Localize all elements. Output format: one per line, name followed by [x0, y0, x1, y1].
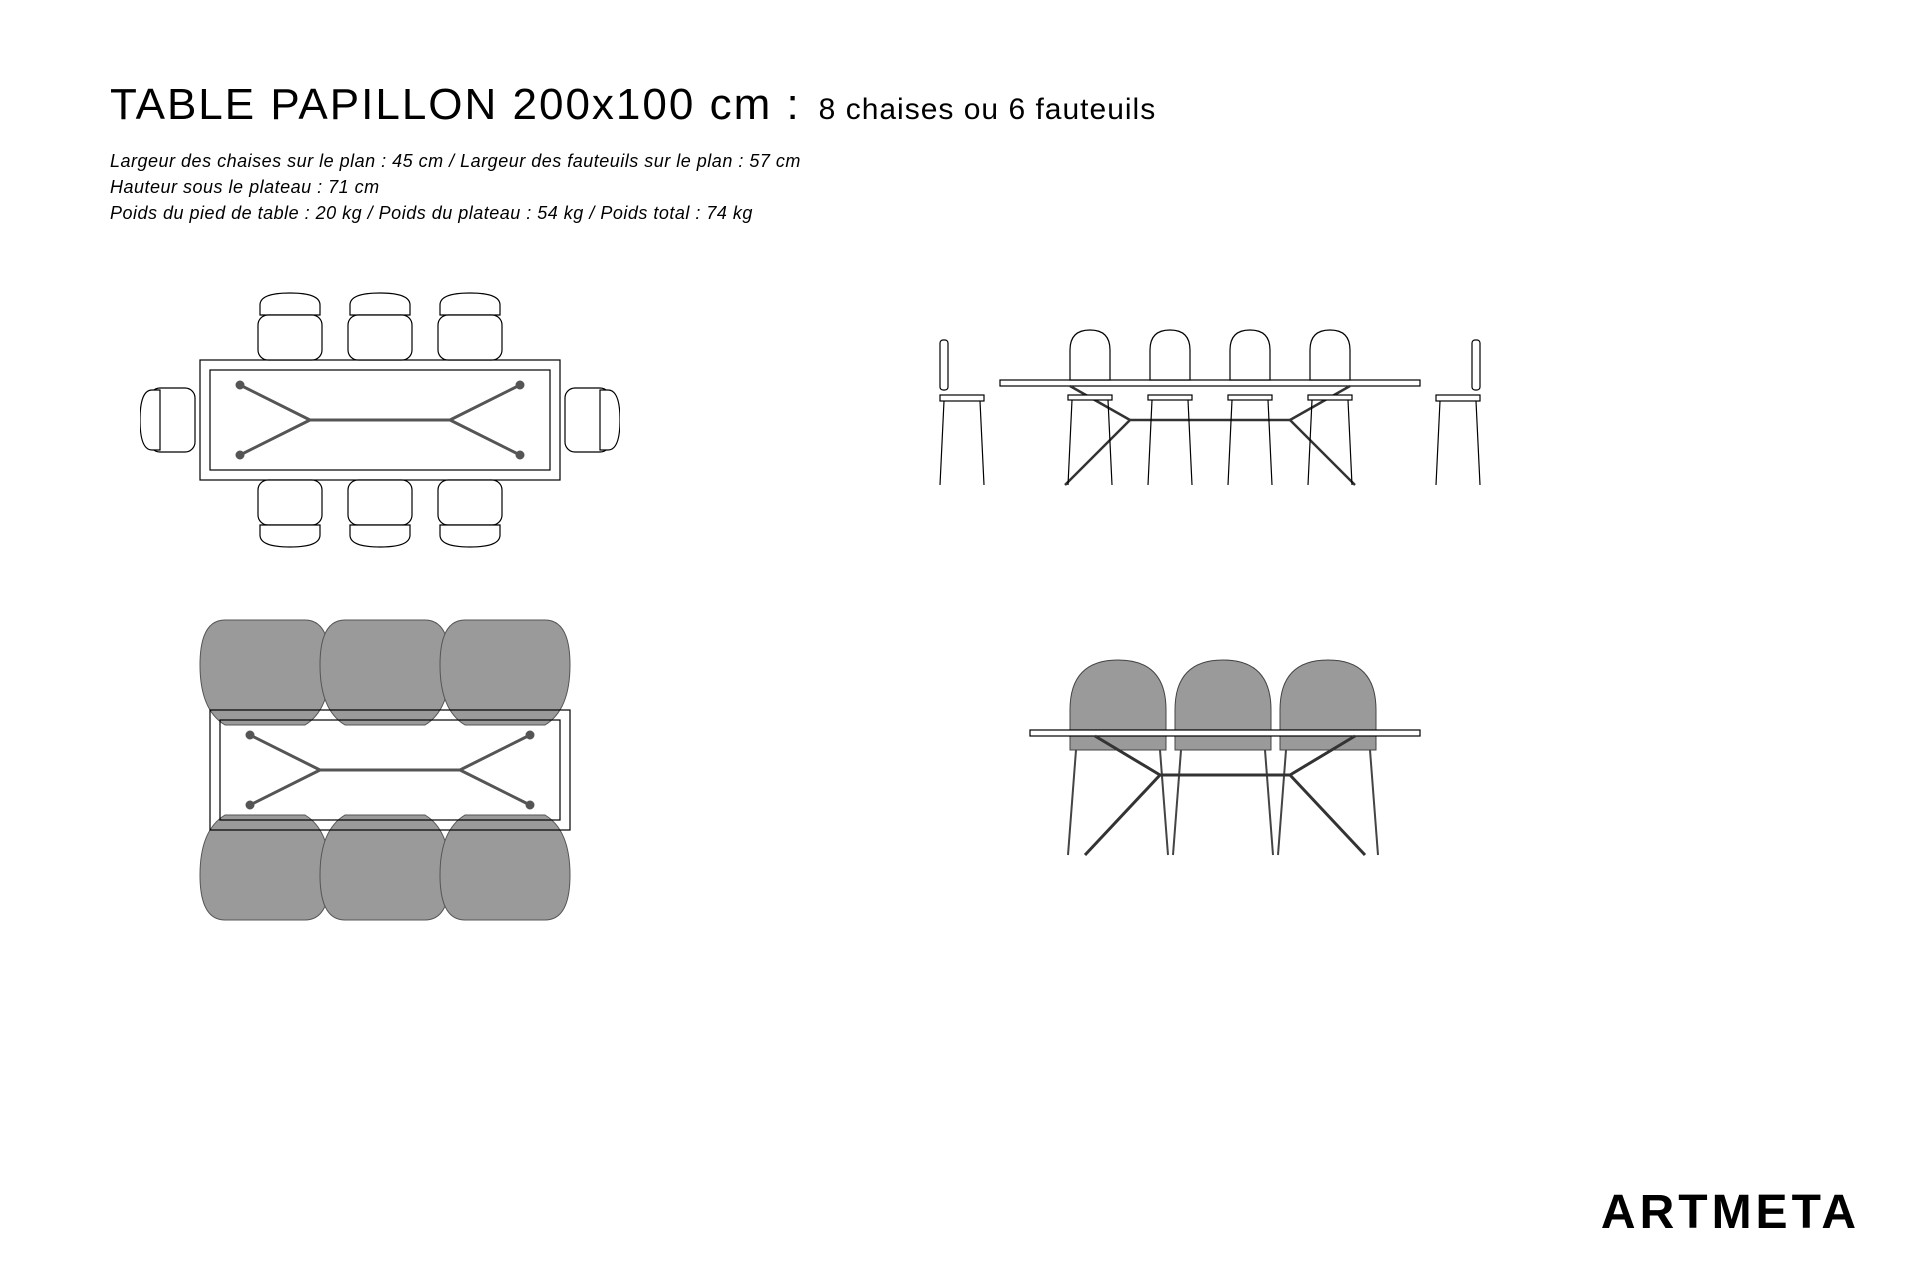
diagrams-area: [0, 250, 1920, 1130]
brand-logo: ARTMETA: [1601, 1185, 1860, 1240]
panel-plan-chairs: [140, 270, 620, 570]
spec-line-2: Hauteur sous le plateau : 71 cm: [110, 174, 1156, 200]
title-row: TABLE PAPILLON 200x100 cm : 8 chaises ou…: [110, 80, 1156, 130]
panel-plan-armchairs: [180, 600, 600, 940]
title-sub: 8 chaises ou 6 fauteuils: [819, 93, 1157, 127]
spec-line-1: Largeur des chaises sur le plan : 45 cm …: [110, 148, 1156, 174]
spec-line-3: Poids du pied de table : 20 kg / Poids d…: [110, 200, 1156, 226]
panel-elevation-armchairs: [1000, 650, 1440, 870]
header: TABLE PAPILLON 200x100 cm : 8 chaises ou…: [110, 80, 1156, 226]
panel-elevation-chairs: [920, 320, 1500, 500]
specs: Largeur des chaises sur le plan : 45 cm …: [110, 148, 1156, 226]
title-main: TABLE PAPILLON 200x100 cm :: [110, 80, 801, 130]
